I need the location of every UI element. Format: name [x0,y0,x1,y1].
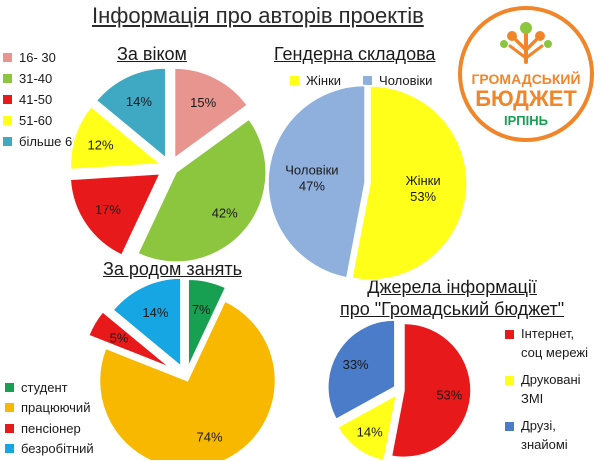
age-data-label: 17% [95,202,121,217]
legend-label-line: ЗМІ [521,391,544,406]
age-pie-slice [69,172,162,257]
legend-label: Друзі, знайомі [521,416,568,454]
legend-item: пенсіонер [5,418,94,439]
sources-pie-slice [390,322,472,459]
legend-label: 41-50 [19,92,53,107]
occupation-data-label: 14% [142,305,168,320]
legend-item: Жінки [290,70,341,90]
legend-swatch [3,53,12,62]
legend-swatch [505,376,514,385]
gender-pie-slice [267,84,366,279]
legend-label-line: знайомі [521,437,568,452]
gender-data-label: Чоловіки 47% [285,163,338,194]
legend-item: працюючий [5,398,94,419]
legend-swatch [3,95,12,104]
legend-swatch [3,137,12,146]
legend-item: 51-60 [3,110,79,131]
occupation-legend: студент працюючий пенсіонер безробітний [5,377,94,459]
age-pie-slice [69,105,163,171]
legend-label-line: Інтернет, [521,326,575,341]
page-title: Інформація про авторів проектів [92,3,424,28]
age-data-label: 15% [190,95,216,110]
legend-swatch [5,382,14,392]
legend-swatch [3,116,12,125]
gender-chart-title: Гендерна складова [274,44,436,64]
age-chart-title: За віком [117,44,187,64]
logo-line-1: ГРОМАДСЬКИЙ [471,70,580,87]
legend-swatch [505,330,514,339]
legend-item: Чоловіки [363,70,432,90]
sources-data-label: 53% [436,388,462,403]
gender-data-label: Жінки 53% [406,173,441,204]
sources-title-line-2: про "Громадський бюджет" [340,299,565,319]
age-legend: 16- 30 31-40 41-50 51-60 більше 60 [3,47,79,152]
legend-label: 16- 30 [19,50,56,65]
legend-item: 16- 30 [3,47,79,68]
sources-data-label: 14% [357,425,383,440]
legend-label: Друковані ЗМІ [521,370,581,408]
legend-item: більше 60 [3,131,79,152]
legend-label: 31-40 [19,71,53,86]
occupation-data-label: 74% [196,429,222,444]
legend-label: безробітний [21,441,94,457]
legend-item: Друковані ЗМІ [505,370,600,408]
occupation-pie-slice [187,278,227,368]
legend-label-line: Друковані [521,372,581,387]
legend-label-line: Друзі, [521,418,556,433]
legend-item: Друзі, знайомі [505,416,600,454]
legend-swatch [3,74,12,83]
age-pie-slice [136,118,267,263]
occupation-data-label: 5% [110,330,129,345]
logo-line-3: ІРПІНЬ [504,113,548,128]
legend-swatch [290,75,299,85]
legend-label: працюючий [21,400,91,416]
legend-label-line: соц мережі [521,345,588,360]
sources-legend: Інтернет, соц мережі Друковані ЗМІ Друзі, з… [505,324,600,462]
legend-swatch [5,423,14,433]
legend-swatch [5,444,14,454]
legend-item: студент [5,377,94,398]
sources-pie-slice [327,319,396,421]
legend-label: Жінки [306,72,342,88]
legend-item: 31-40 [3,68,79,89]
occupation-data-label: 7% [192,302,211,317]
legend-label: Чоловіки [379,72,433,88]
sources-data-label: 33% [343,357,369,372]
legend-swatch [5,403,14,413]
legend-swatch [505,422,514,431]
age-pie-slice [95,67,167,160]
legend-swatch [363,75,373,85]
legend-label: Інтернет, соц мережі [521,324,588,362]
occupation-chart-title: За родом занять [103,259,242,279]
age-data-label: 14% [126,94,152,109]
occupation-pie-slice [112,277,182,368]
logo-line-2: БЮДЖЕТ [475,86,577,111]
occupation-pie-slice [98,300,277,460]
tree-icon [500,22,552,64]
legend-item: безробітний [5,439,94,460]
legend-label: 51-60 [19,113,53,128]
legend-label: студент [21,379,68,395]
legend-item: 41-50 [3,89,79,110]
legend-item: Інтернет, соц мережі [505,324,600,362]
gender-legend: Жінки Чоловіки [290,70,454,90]
sources-chart-title: Джерела інформації про "Громадський бюдж… [340,276,564,320]
legend-label: пенсіонер [21,420,81,436]
gender-pie-slice [350,85,468,281]
sources-pie-slice [336,393,398,460]
hromadskyi-biudzhet-logo: ГРОМАДСЬКИЙ БЮДЖЕТ ІРПІНЬ [458,6,594,142]
legend-label: більше 60 [19,134,80,149]
age-data-label: 42% [212,205,238,220]
sources-title-line-1: Джерела інформації [367,277,537,297]
age-data-label: 12% [88,137,114,152]
occupation-pie-slice [87,310,171,369]
age-pie-slice [173,67,249,160]
